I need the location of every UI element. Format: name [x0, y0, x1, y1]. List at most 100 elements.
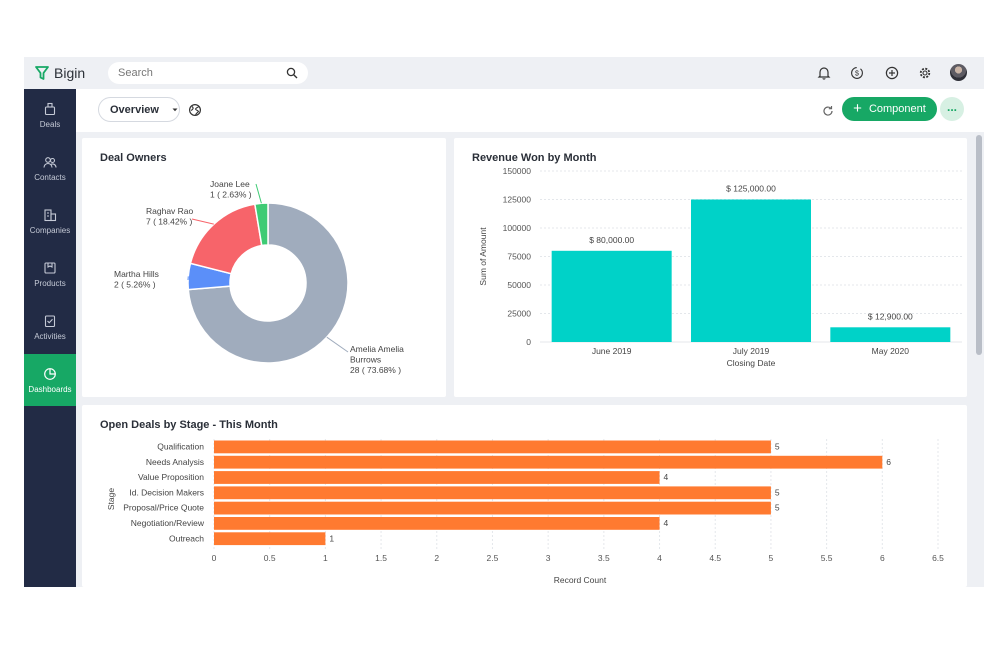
- app-window: Bigin $ Deals Contacts Compa: [24, 57, 984, 587]
- view-selector[interactable]: Overview: [98, 97, 180, 122]
- pie-label: Martha Hills 2 ( 5.26% ): [114, 269, 159, 290]
- sidebar: Deals Contacts Companies Products Activi…: [24, 89, 76, 587]
- deals-icon: [44, 102, 56, 115]
- y-tick-label: Needs Analysis: [146, 457, 204, 467]
- y-tick-label: 75000: [507, 252, 531, 262]
- x-tick-label: 1.5: [375, 553, 387, 563]
- app-logo[interactable]: Bigin: [34, 63, 85, 83]
- y-tick-label: 50000: [507, 280, 531, 290]
- x-tick-label: 3.5: [598, 553, 610, 563]
- pie-label: Raghav Rao 7 ( 18.42% ): [146, 206, 194, 227]
- add-component-label: Component: [868, 103, 926, 115]
- sidebar-item-label: Deals: [39, 119, 61, 129]
- bar: [214, 440, 771, 454]
- pie-slice: [189, 203, 263, 275]
- pie-leader-line: [326, 336, 349, 353]
- sidebar-item-label: Activities: [34, 331, 66, 341]
- y-axis-label: Sum of Amount: [478, 227, 488, 286]
- open-deals-chart: 0 0.5 1 1.5 2 2.5 3 3.5 4 4.5 5 5.5 6 6.5 Qualificatio…: [106, 439, 944, 585]
- bar: [691, 199, 811, 342]
- card-title: Revenue Won by Month: [472, 152, 597, 164]
- bar-value-label: 6: [886, 457, 891, 467]
- bar: [830, 327, 951, 342]
- y-tick-label: 100000: [503, 223, 532, 233]
- sidebar-item-label: Companies: [29, 225, 71, 235]
- x-tick-label: 2: [434, 553, 439, 563]
- bar-value-label: 4: [664, 518, 669, 528]
- y-tick-label: 25000: [507, 309, 531, 319]
- scrollbar[interactable]: [976, 132, 982, 587]
- bar-value-label: $ 80,000.00: [589, 235, 634, 245]
- bar-value-label: 5: [775, 442, 780, 452]
- add-circle-icon[interactable]: [884, 65, 900, 81]
- deal-owners-chart: Amelia Amelia Burrows 28 ( 73.68% ) Martha …: [114, 179, 404, 375]
- sidebar-item-label: Contacts: [34, 172, 66, 182]
- bar-value-label: $ 12,900.00: [868, 311, 913, 321]
- x-tick-label: July 2019: [733, 346, 770, 356]
- caret-down-icon: [172, 108, 178, 111]
- pie-leader-line: [191, 218, 214, 225]
- revenue-chart: 150000 125000 100000 75000 50000 25000 0 $ 80,0…: [478, 166, 962, 368]
- x-tick-label: 1: [323, 553, 328, 563]
- sidebar-item-deals[interactable]: Deals: [24, 89, 76, 141]
- x-tick-label: 2.5: [487, 553, 499, 563]
- add-component-button[interactable]: + Component: [842, 97, 937, 121]
- search-icon[interactable]: [286, 67, 298, 79]
- bar: [214, 471, 660, 484]
- currency-sync-icon[interactable]: $: [849, 65, 865, 81]
- y-axis-label: Stage: [106, 488, 116, 510]
- search-input[interactable]: [118, 67, 286, 79]
- more-options-button[interactable]: ...: [940, 97, 964, 121]
- svg-text:$: $: [855, 71, 859, 78]
- bar: [214, 517, 660, 530]
- bar: [214, 455, 883, 469]
- pie-slice: [187, 202, 349, 364]
- sidebar-item-contacts[interactable]: Contacts: [24, 142, 76, 194]
- contacts-icon: [43, 156, 57, 168]
- gear-icon[interactable]: [917, 65, 933, 81]
- sidebar-item-companies[interactable]: Companies: [24, 195, 76, 247]
- card-title: Deal Owners: [100, 152, 167, 164]
- deal-owners-card: Deal Owners Amelia Amelia Burrows 28 ( 73.…: [82, 138, 446, 397]
- bar-value-label: 5: [775, 487, 780, 497]
- x-tick-label: 5.5: [821, 553, 833, 563]
- app-name: Bigin: [54, 65, 86, 81]
- x-tick-label: 5: [769, 553, 774, 563]
- products-icon: [44, 261, 56, 274]
- pie-slice: [253, 202, 269, 247]
- open-deals-card: Open Deals by Stage - This Month 0 0.5 1 1.…: [82, 405, 967, 587]
- x-tick-label: 0: [212, 553, 217, 563]
- y-tick-label: 0: [526, 337, 531, 347]
- bar-value-label: $ 125,000.00: [726, 184, 776, 194]
- x-tick-label: May 2020: [872, 346, 910, 356]
- y-tick-label: Outreach: [169, 533, 204, 543]
- y-tick-label: 150000: [503, 166, 532, 176]
- x-tick-label: June 2019: [592, 346, 632, 356]
- scrollbar-thumb[interactable]: [976, 135, 982, 355]
- bar: [551, 250, 672, 342]
- sidebar-item-label: Products: [34, 278, 66, 288]
- sidebar-item-products[interactable]: Products: [24, 248, 76, 300]
- y-tick-label: Value Proposition: [138, 472, 204, 482]
- y-tick-label: Qualification: [157, 442, 204, 452]
- sidebar-item-dashboards[interactable]: Dashboards: [24, 354, 76, 406]
- bar: [214, 501, 771, 515]
- top-bar: Bigin $: [24, 57, 984, 89]
- sidebar-item-activities[interactable]: Activities: [24, 301, 76, 353]
- avatar[interactable]: [950, 64, 967, 81]
- y-tick-label: 125000: [503, 195, 532, 205]
- x-tick-label: 0.5: [264, 553, 276, 563]
- y-tick-label: Negotiation/Review: [131, 518, 205, 528]
- view-selector-label: Overview: [110, 103, 159, 116]
- bar: [214, 532, 326, 546]
- pie-label: Joane Lee 1 ( 2.63% ): [210, 179, 252, 200]
- bar-value-label: 5: [775, 503, 780, 513]
- globe-icon[interactable]: [188, 103, 202, 117]
- bar: [214, 486, 771, 500]
- y-tick-label: Id. Decision Makers: [129, 487, 204, 497]
- x-tick-label: 3: [546, 553, 551, 563]
- refresh-icon[interactable]: [822, 105, 834, 117]
- bell-icon[interactable]: [816, 65, 832, 81]
- search-box[interactable]: [108, 62, 308, 84]
- card-title: Open Deals by Stage - This Month: [100, 419, 278, 431]
